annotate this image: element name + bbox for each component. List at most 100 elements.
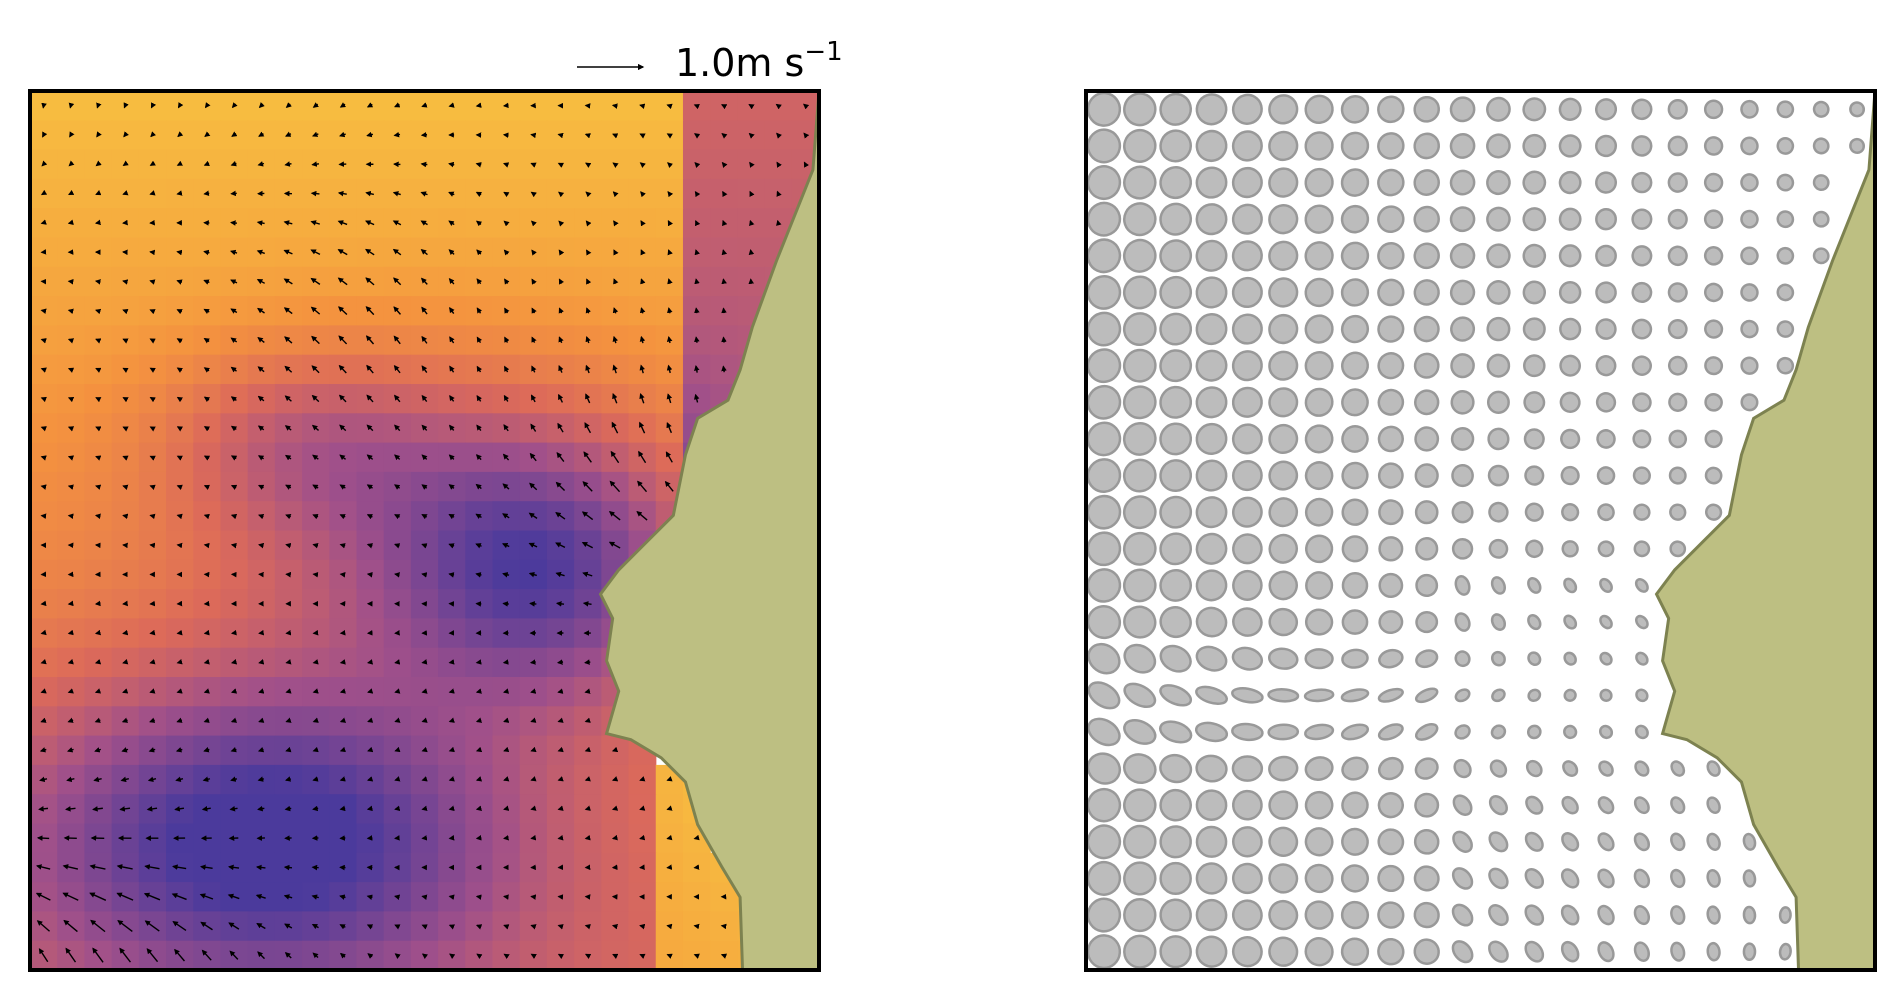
- quiver-key-label: 1.0m s−1: [675, 37, 843, 85]
- variance-ellipse: [1340, 204, 1370, 234]
- variance-ellipse: [1488, 867, 1509, 890]
- variance-ellipse: [1524, 465, 1545, 486]
- variance-ellipse: [1560, 904, 1580, 926]
- variance-ellipse: [1598, 760, 1614, 777]
- variance-ellipse: [1486, 280, 1511, 305]
- variance-ellipse: [1449, 242, 1476, 269]
- variance-ellipse: [1633, 796, 1650, 815]
- velocity-arrow: [339, 571, 346, 578]
- variance-ellipse: [1558, 280, 1582, 304]
- variance-ellipse: [1778, 906, 1792, 924]
- variance-ellipse: [1414, 723, 1439, 741]
- variance-ellipse: [1304, 167, 1334, 198]
- variance-ellipse: [1086, 348, 1122, 384]
- variance-ellipse: [1086, 934, 1122, 970]
- variance-ellipse: [1232, 569, 1263, 601]
- velocity-arrow: [94, 600, 101, 607]
- velocity-arrow: [122, 279, 129, 285]
- variance-ellipse: [1304, 900, 1334, 930]
- variance-ellipse: [1632, 466, 1651, 485]
- variance-ellipse: [1087, 642, 1121, 675]
- variance-ellipse: [1123, 605, 1157, 639]
- variance-ellipse: [1159, 788, 1192, 822]
- variance-ellipse: [1304, 387, 1334, 417]
- variance-ellipse: [1268, 826, 1299, 857]
- variance-ellipse: [1776, 283, 1795, 302]
- velocity-arrow: [339, 805, 346, 812]
- variance-ellipse: [1778, 942, 1792, 961]
- variance-ellipse: [1378, 572, 1404, 599]
- variance-ellipse: [1377, 388, 1405, 416]
- variance-ellipse: [1631, 208, 1653, 230]
- variance-ellipse: [1449, 169, 1476, 196]
- velocity-arrow: [611, 834, 618, 841]
- variance-ellipse: [1451, 940, 1474, 964]
- variance-ellipse: [1776, 136, 1795, 155]
- variance-ellipse: [1159, 568, 1193, 602]
- variance-ellipse: [1486, 353, 1511, 378]
- variance-ellipse: [1304, 497, 1334, 527]
- variance-ellipse: [1304, 723, 1335, 741]
- variance-ellipse: [1159, 644, 1192, 673]
- variance-ellipse: [1123, 718, 1157, 745]
- variance-ellipse: [1670, 941, 1686, 962]
- variance-ellipse: [1414, 500, 1439, 525]
- velocity-arrow: [475, 805, 482, 811]
- variance-ellipse: [1487, 464, 1510, 487]
- variance-ellipse: [1415, 537, 1439, 561]
- variance-ellipse: [1086, 605, 1122, 640]
- variance-ellipse: [1195, 203, 1228, 236]
- variance-ellipse: [1558, 244, 1582, 268]
- variance-ellipse: [1670, 832, 1686, 852]
- velocity-arrow: [611, 923, 619, 930]
- variance-ellipse: [1340, 168, 1370, 197]
- variance-ellipse: [1812, 100, 1830, 118]
- velocity-arrow: [557, 132, 564, 139]
- variance-ellipse: [1558, 207, 1582, 231]
- variance-ellipse: [1378, 610, 1404, 635]
- variance-ellipse: [1704, 392, 1723, 412]
- velocity-arrow: [776, 219, 782, 226]
- variance-ellipse: [1667, 99, 1688, 120]
- variance-ellipse: [1598, 724, 1614, 740]
- variance-ellipse: [1524, 868, 1545, 889]
- velocity-arrow: [367, 659, 374, 665]
- variance-ellipse: [1599, 651, 1613, 666]
- variance-ellipse: [1631, 318, 1653, 340]
- variance-ellipse: [1377, 828, 1405, 856]
- variance-ellipse: [1304, 648, 1334, 670]
- variance-ellipse: [1449, 279, 1476, 306]
- variance-ellipse: [1195, 935, 1228, 968]
- variance-ellipse: [1415, 573, 1439, 598]
- variance-ellipse: [1634, 578, 1649, 593]
- variance-ellipse: [1123, 682, 1157, 709]
- variance-ellipse: [1159, 606, 1192, 639]
- velocity-arrow: [312, 629, 319, 636]
- variance-ellipse: [1525, 795, 1544, 815]
- variance-ellipse: [1633, 868, 1651, 889]
- variance-ellipse: [1086, 787, 1122, 823]
- variance-ellipse: [1413, 132, 1441, 160]
- variance-ellipse: [1341, 461, 1369, 490]
- variance-ellipse: [1268, 423, 1299, 454]
- variance-ellipse: [1086, 568, 1122, 603]
- variance-ellipse: [1486, 96, 1511, 122]
- variance-ellipse: [1740, 173, 1759, 192]
- variance-ellipse: [1631, 355, 1652, 376]
- variance-ellipse: [1341, 535, 1369, 563]
- variance-ellipse: [1340, 278, 1370, 307]
- variance-ellipse: [1268, 607, 1299, 637]
- variance-ellipse: [1268, 899, 1299, 931]
- variance-ellipse: [1195, 606, 1228, 638]
- variance-ellipse: [1524, 940, 1545, 963]
- variance-ellipse: [1669, 503, 1687, 521]
- variance-ellipse: [1086, 165, 1122, 201]
- velocity-arrow: [394, 894, 401, 900]
- variance-ellipse: [1122, 568, 1157, 603]
- variance-ellipse: [1159, 129, 1193, 163]
- variance-ellipse: [1413, 315, 1440, 343]
- variance-ellipse: [1414, 463, 1439, 488]
- variance-ellipse: [1667, 172, 1688, 193]
- variance-ellipse: [1195, 645, 1228, 672]
- velocity-arrow: [721, 365, 727, 373]
